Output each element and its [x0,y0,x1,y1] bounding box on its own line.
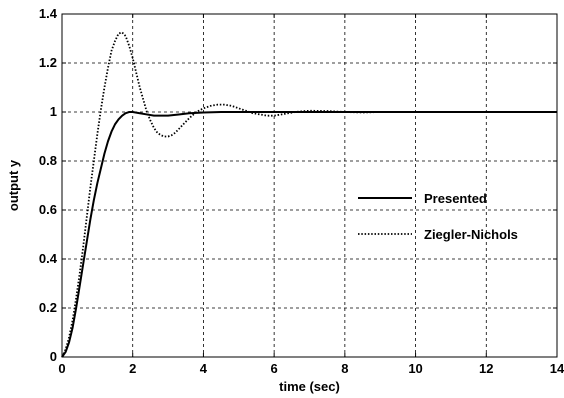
series-layer [61,31,557,358]
x-tick-label: 6 [271,361,278,376]
legend-label-presented: Presented [424,191,487,206]
y-tick-label: 1 [50,104,57,119]
x-tick-label: 4 [200,361,208,376]
y-tick-label: 0.8 [39,153,57,168]
ticks: 0 2 4 6 8 10 12 14 0 0.2 0.4 0.6 0.8 1 1.2 1.4 [39,6,564,376]
x-tick-label: 0 [58,361,65,376]
x-tick-label: 14 [550,361,564,376]
plot-frame [61,13,558,358]
x-tick-label: 2 [129,361,136,376]
legend: Presented Ziegler-Nichols [358,191,518,242]
legend-label-ziegler-nichols: Ziegler-Nichols [424,227,518,242]
y-tick-label: 0.2 [39,300,57,315]
series-line-presented [61,111,557,358]
x-tick-label: 8 [341,361,348,376]
series-line-ziegler-nichols [61,31,557,358]
y-tick-label: 0.4 [39,251,58,266]
x-axis-label: time (sec) [279,379,340,394]
y-tick-label: 0.6 [39,202,57,217]
y-tick-label: 0 [50,349,57,364]
y-tick-label: 1.4 [39,6,58,21]
x-tick-label: 10 [408,361,422,376]
plot-area [62,14,557,357]
y-axis-label: output y [6,159,21,211]
x-tick-label: 12 [479,361,493,376]
y-tick-label: 1.2 [39,55,57,70]
